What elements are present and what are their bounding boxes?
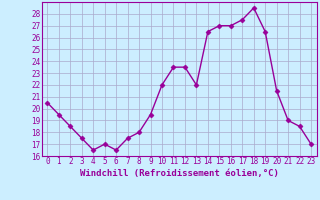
- X-axis label: Windchill (Refroidissement éolien,°C): Windchill (Refroidissement éolien,°C): [80, 169, 279, 178]
